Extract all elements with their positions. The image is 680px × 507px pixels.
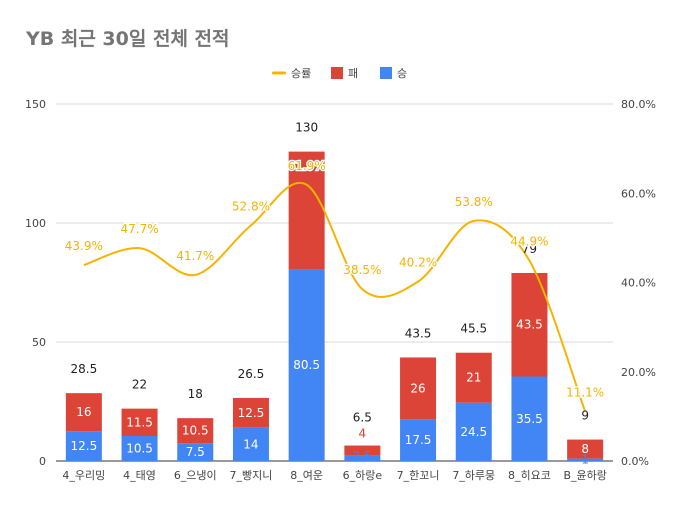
total-value-label: 9 — [581, 409, 589, 423]
axes: 0 50 100 150 0.0% 20.0% 40.0% 60.0% 80.0% 4_우리밍 4_… — [25, 98, 656, 482]
total-value-label: 28.5 — [70, 362, 97, 376]
legend-label: 승 — [397, 67, 407, 80]
loss-value-label: 43.5 — [516, 318, 543, 332]
bar-win — [121, 436, 158, 461]
win-value-label: 1 — [581, 453, 589, 467]
right-axis-tick: 40.0% — [621, 277, 656, 290]
win-rate-label: 53.8% — [455, 195, 493, 209]
win-value-label: 24.5 — [460, 425, 487, 439]
right-axis-tick: 80.0% — [621, 98, 656, 111]
loss-value-label: 26 — [410, 381, 425, 395]
win-rate-label: 38.5% — [343, 263, 381, 277]
left-axis-tick: 100 — [25, 217, 46, 230]
bar-loss — [455, 352, 492, 403]
win-rate-label: 52.8% — [232, 199, 270, 213]
bar-win — [344, 455, 381, 461]
bar-loss — [511, 272, 548, 377]
left-axis-tick: 0 — [39, 455, 46, 468]
bar-loss — [177, 418, 214, 444]
left-axis-tick: 50 — [32, 336, 46, 349]
total-value-label: 22 — [132, 378, 147, 392]
bar-loss — [65, 393, 102, 432]
total-value-label: 6.5 — [353, 411, 372, 425]
loss-value-label: 12.5 — [238, 406, 265, 420]
legend-label: 승률 — [291, 67, 311, 80]
bar-loss — [121, 408, 158, 437]
bar-win — [511, 376, 548, 461]
win-value-label: 17.5 — [405, 433, 432, 447]
total-value-label: 79 — [522, 242, 537, 256]
bar-loss — [344, 445, 381, 456]
bar-win — [65, 431, 102, 461]
x-axis-category-label: 7_하루뭉 — [452, 468, 495, 482]
win-rate-label: 43.9% — [65, 239, 103, 253]
bar-loss — [400, 357, 437, 420]
x-axis-category-label: 6_으냉이 — [174, 469, 217, 482]
win-rate-label: 61.9% — [288, 159, 326, 173]
loss-value-label: 11.5 — [126, 415, 153, 429]
x-axis-category-label: 7_빵지니 — [230, 469, 273, 482]
x-axis-category-label: 4_태영 — [123, 469, 156, 482]
legend-swatch-win — [380, 67, 392, 79]
win-value-label: 12.5 — [70, 439, 97, 453]
bar-win — [400, 419, 437, 461]
win-value-label: 14 — [243, 437, 258, 451]
data-labels: 12.51628.510.511.5227.510.5181412.526.58… — [64, 121, 606, 467]
bar-win — [232, 427, 269, 461]
right-axis-tick: 20.0% — [621, 366, 656, 379]
loss-value-label: 21 — [466, 371, 481, 385]
x-axis-category-label: 7_한꼬니 — [397, 469, 440, 482]
loss-value-label: 4 — [359, 427, 367, 441]
win-rate-label: 11.1% — [566, 385, 604, 399]
chart-title: YB 최근 30일 전체 전적 — [26, 28, 230, 50]
left-axis-tick: 150 — [25, 98, 46, 111]
win-rate-line-path — [83, 181, 587, 412]
win-value-label: 7.5 — [186, 445, 205, 459]
total-value-label: 26.5 — [238, 367, 265, 381]
bar-loss — [288, 151, 325, 270]
win-rate-line — [83, 181, 587, 412]
bars — [65, 151, 604, 461]
right-axis-tick: 60.0% — [621, 187, 656, 200]
win-rate-label: 40.2% — [399, 256, 437, 270]
legend-swatch-loss — [331, 67, 343, 79]
bar-win — [288, 269, 325, 461]
win-rate-label: 47.7% — [120, 222, 158, 236]
legend-swatch-win-rate — [272, 71, 286, 75]
loss-value-label: 16 — [76, 405, 91, 419]
x-axis-category-label: 6_하랑e — [343, 468, 383, 482]
win-rate-label: 44.9% — [510, 235, 548, 249]
total-value-label: 130 — [295, 121, 318, 135]
bar-win — [455, 402, 492, 461]
x-axis-category-label: 8_여운 — [290, 469, 323, 482]
legend-label: 패 — [348, 67, 358, 80]
win-rate-label: 41.7% — [176, 249, 214, 263]
win-value-label: 80.5 — [293, 358, 320, 372]
loss-value-label: 10.5 — [182, 424, 209, 438]
bar-loss — [232, 397, 269, 428]
total-value-label: 18 — [188, 387, 203, 401]
bar-win — [177, 443, 214, 461]
x-axis-category-label: 4_우리밍 — [62, 469, 105, 482]
loss-value-label: 8 — [581, 442, 589, 456]
win-value-label: 35.5 — [516, 412, 543, 426]
win-value-label: 2.5 — [353, 449, 372, 463]
legend[interactable]: 승률 패 승 — [272, 67, 407, 80]
x-axis-category-label: 8_히요코 — [508, 468, 551, 482]
bar-loss — [567, 439, 604, 459]
x-axis-category-label: B_윤하랑 — [563, 468, 606, 482]
win-value-label: 10.5 — [126, 442, 153, 456]
total-value-label: 43.5 — [405, 326, 432, 340]
right-axis-tick: 0.0% — [621, 455, 649, 468]
bar-win — [567, 458, 604, 461]
total-value-label: 45.5 — [460, 322, 487, 336]
